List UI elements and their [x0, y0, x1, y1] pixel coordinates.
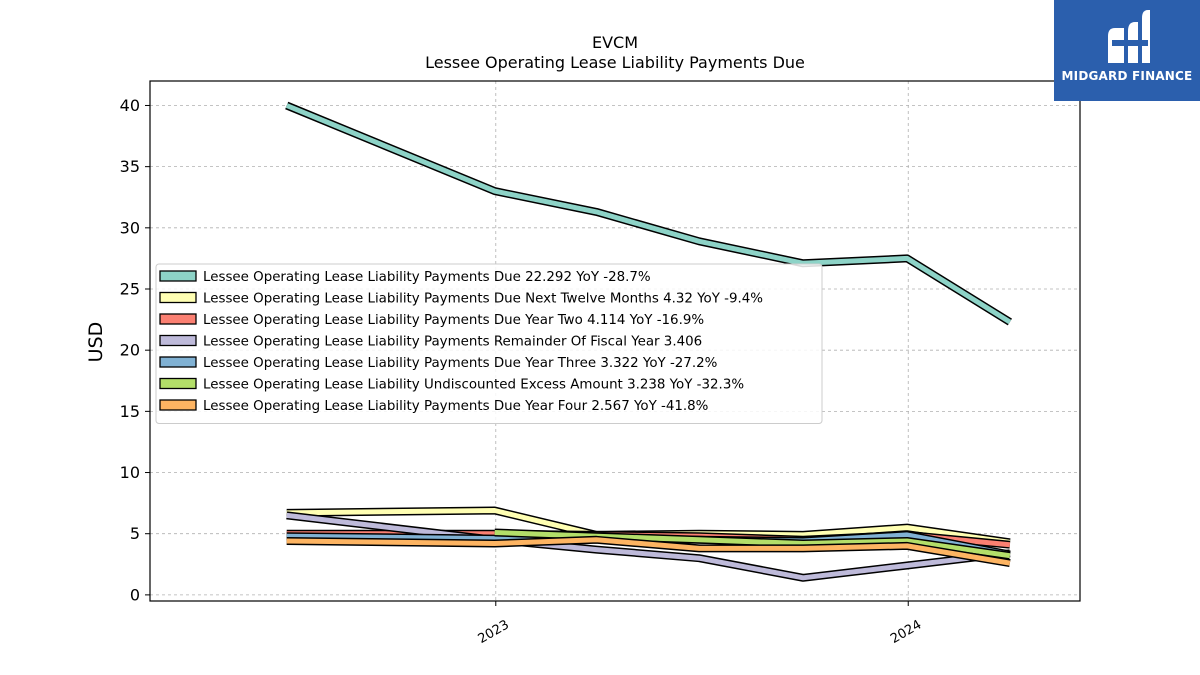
series-line-6 [286, 535, 1011, 568]
series-line-0 [285, 101, 1013, 326]
legend-entry-5: Lessee Operating Lease Liability Undisco… [203, 378, 744, 393]
legend-entry-1: Lessee Operating Lease Liability Payment… [203, 292, 763, 307]
plot-frame [149, 80, 1081, 602]
y-tick-label: 35 [120, 157, 140, 176]
legend-entry-4: Lessee Operating Lease Liability Payment… [203, 356, 717, 371]
series-lines [285, 101, 1013, 582]
legend-swatch [159, 399, 197, 411]
y-tick-label: 10 [120, 463, 140, 482]
chart-subtitle: Lessee Operating Lease Liability Payment… [425, 53, 805, 72]
legend: Lessee Operating Lease Liability Payment… [155, 263, 823, 424]
y-tick-label: 30 [120, 218, 140, 237]
series-line-5 [494, 528, 1011, 560]
legend-swatch [159, 356, 197, 368]
legend-swatch [159, 270, 197, 282]
y-tick-label: 25 [120, 280, 140, 299]
legend-swatch [159, 334, 197, 347]
legend-entry-6: Lessee Operating Lease Liability Payment… [203, 399, 708, 414]
legend-swatch [159, 313, 197, 325]
legend-swatch [159, 291, 197, 304]
x-tick-label: 2023 [476, 617, 512, 647]
legend-entry-2: Lessee Operating Lease Liability Payment… [203, 313, 704, 328]
x-tick-label: 2024 [888, 617, 924, 647]
legend-swatch [159, 377, 197, 390]
series-stroke [286, 537, 1011, 566]
chart-title: EVCM [592, 33, 638, 52]
logo-text: MIDGARD FINANCE [1061, 69, 1193, 83]
y-tick-label: 0 [130, 585, 140, 604]
legend-entry-0: Lessee Operating Lease Liability Payment… [203, 270, 651, 285]
series-stroke [494, 530, 1011, 559]
y-tick-label: 5 [130, 524, 140, 543]
y-tick-label: 15 [120, 402, 140, 421]
series-stroke [285, 103, 1012, 325]
legend-entry-3: Lessee Operating Lease Liability Payment… [203, 335, 702, 350]
y-axis-label: USD [85, 322, 107, 363]
midgard-logo-icon [1108, 10, 1150, 63]
y-tick-label: 20 [120, 341, 140, 360]
legend-box [155, 263, 823, 424]
y-tick-label: 40 [120, 96, 140, 115]
midgard-finance-logo: MIDGARD FINANCE [1054, 0, 1200, 101]
